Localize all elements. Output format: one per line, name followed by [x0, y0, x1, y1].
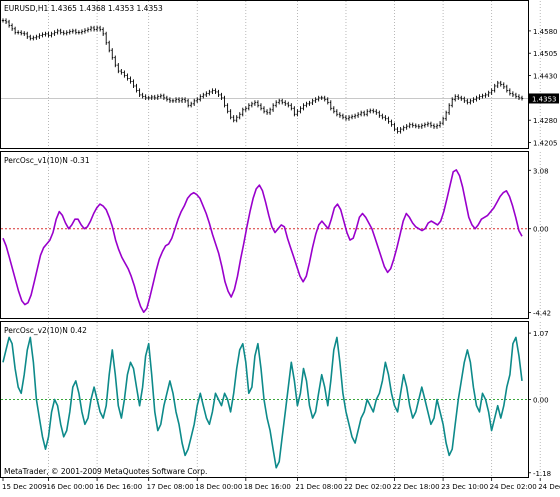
x-tick-label: 17 Dec 08:00 — [147, 483, 194, 491]
y-tick-label: -1.18 — [533, 470, 551, 478]
y-tick-label: 0.00 — [533, 397, 549, 405]
osc1-panel-frame — [0, 151, 529, 319]
current-price-label: 1.4353 — [532, 95, 557, 103]
copyright-footer: MetaTrader, © 2001-2009 MetaQuotes Softw… — [4, 467, 207, 476]
x-tick-label: 16 Dec 16:00 — [95, 483, 142, 491]
current-price-marker — [529, 93, 559, 104]
axis-labels: 15 Dec 2009 16 Dec 00:00 16 Dec 16:00 17 De… — [2, 28, 560, 491]
x-tick-label: 18 Dec 16:00 — [244, 483, 291, 491]
x-tick-label: 21 Dec 08:00 — [295, 483, 342, 491]
osc1-layer — [1, 169, 528, 313]
y-tick-label: 1.4205 — [533, 140, 558, 148]
y-tick-label: 1.07 — [533, 330, 549, 338]
osc1-panel-title: PercOsc_v1(10)N -0.31 — [4, 156, 90, 165]
osc2-panel-title: PercOsc_v2(10)N 0.42 — [4, 326, 87, 335]
y-tick-label: 1.4280 — [533, 117, 558, 125]
y-tick-label: 3.08 — [533, 167, 549, 175]
y-tick-label: -4.42 — [533, 310, 551, 318]
x-tick-label: 24 Dec 02:00 — [490, 483, 537, 491]
osc2-line — [2, 336, 523, 469]
y-tick-label: 1.4505 — [533, 50, 558, 58]
y-tick-label: 1.4580 — [533, 28, 558, 36]
y-tick-label: 0.00 — [533, 226, 549, 234]
osc2-layer — [1, 336, 528, 469]
x-tick-label: 18 Dec 00:00 — [195, 483, 242, 491]
y-tick-label: 1.4430 — [533, 73, 558, 81]
price-bars — [1, 18, 524, 134]
x-tick-label: 23 Dec 10:00 — [441, 483, 488, 491]
x-tick-label: 15 Dec 2009 — [2, 483, 47, 491]
x-tick-label: 22 Dec 02:00 — [344, 483, 391, 491]
x-tick-label: 24 Dec 18:00 — [538, 483, 560, 491]
x-tick-label: 22 Dec 18:00 — [393, 483, 440, 491]
price-panel-title: EURUSD,H1 1.4365 1.4368 1.4353 1.4353 — [4, 4, 163, 13]
x-tick-label: 16 Dec 00:00 — [47, 483, 94, 491]
osc1-line — [2, 169, 523, 313]
grid-lines — [1, 1, 541, 477]
price-panel-frame — [0, 0, 529, 149]
